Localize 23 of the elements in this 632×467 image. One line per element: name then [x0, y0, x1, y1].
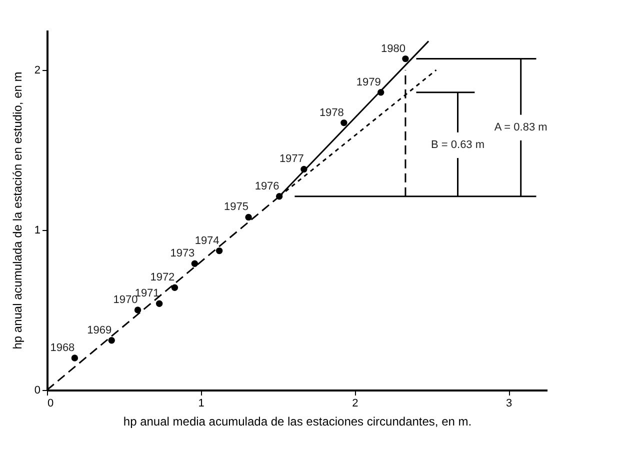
y-axis-title: hp anual acumulada de la estación en estudio, en m [10, 72, 24, 350]
annotation: 1972 [150, 272, 175, 284]
annotation: 1980 [380, 42, 406, 55]
annotation: 1969 [87, 324, 112, 336]
annotation: 1976 [254, 180, 280, 192]
y-tick-label: 1 [34, 224, 40, 236]
annotation: 1970 [113, 294, 138, 306]
annotation: 1977 [279, 153, 304, 166]
x-tick-label: 2 [352, 398, 358, 410]
annotation: A = 0.83 m [494, 122, 548, 134]
annotation: 1975 [224, 201, 249, 214]
x-tick-label: 3 [506, 398, 512, 410]
x-tick-label: 1 [198, 398, 204, 410]
annotation: 1978 [319, 106, 344, 119]
annotation: 1968 [50, 342, 75, 354]
annotation: 1979 [356, 76, 381, 88]
annotation: B = 0.63 m [431, 139, 485, 152]
y-tick-label: 0 [34, 384, 40, 396]
x-axis-title: hp anual media acumulada de las estaciones circundantes, en m. [123, 414, 472, 428]
annotation: 1974 [194, 234, 220, 247]
x-tick-label: 0 [48, 398, 54, 410]
y-tick-label: 2 [34, 64, 40, 76]
annotation: 1973 [170, 248, 195, 260]
